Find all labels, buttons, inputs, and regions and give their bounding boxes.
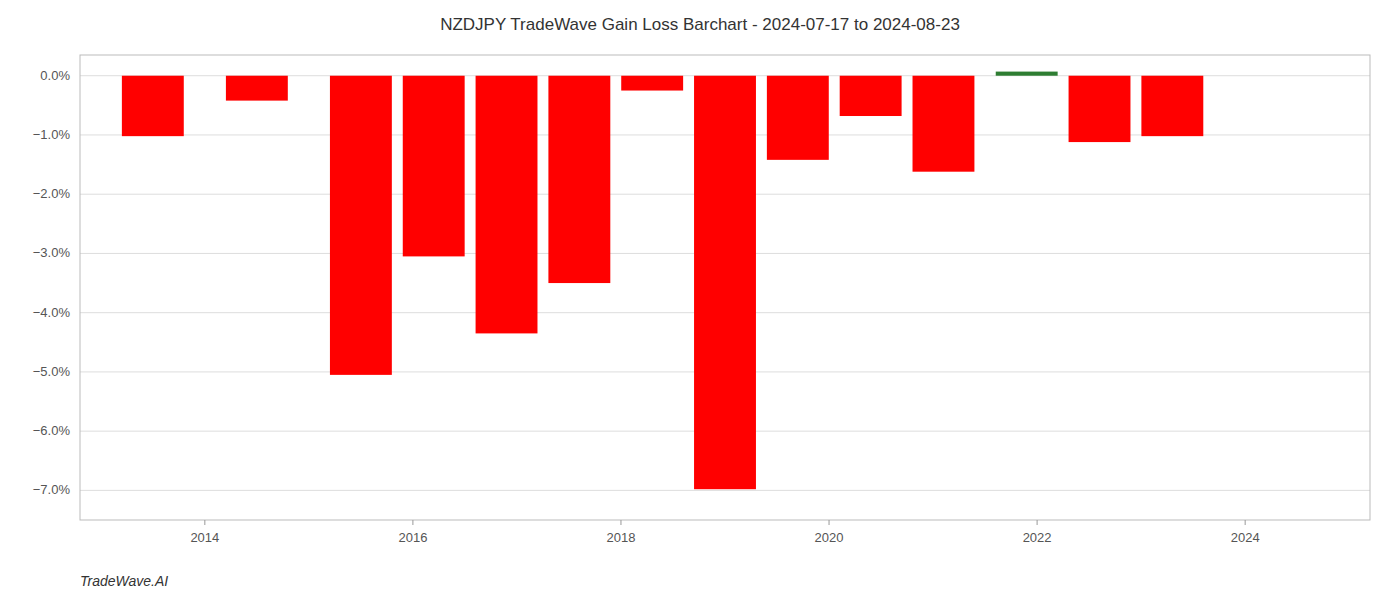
x-tick (204, 520, 205, 525)
bar (330, 76, 392, 375)
bar (548, 76, 610, 283)
y-tick-label: −3.0% (33, 245, 71, 260)
bar (403, 76, 465, 257)
y-tick-labels: 0.0% −1.0% −2.0% −3.0% −4.0% −5.0% −6.0% −7.0% (33, 68, 71, 498)
bars (122, 72, 1203, 490)
x-tick (412, 520, 413, 525)
x-tick-label: 2024 (1231, 530, 1260, 545)
x-tick (1037, 520, 1038, 525)
chart-container: NZDJPY TradeWave Gain Loss Barchart - 20… (0, 0, 1400, 600)
y-tick-label: −7.0% (33, 482, 71, 497)
y-grid (80, 76, 1370, 491)
x-axis: 2014 2016 2018 2020 2022 2024 (190, 520, 1259, 545)
y-tick-label: 0.0% (40, 68, 70, 83)
y-tick-label: −5.0% (33, 364, 71, 379)
y-tick-label: −1.0% (33, 127, 71, 142)
x-tick (620, 520, 621, 525)
x-tick (1245, 520, 1246, 525)
bar (476, 76, 538, 334)
x-tick-label: 2020 (815, 530, 844, 545)
plot-frame (80, 55, 1370, 520)
background (0, 0, 1400, 600)
y-tick-label: −2.0% (33, 186, 71, 201)
grid-line (80, 490, 1370, 491)
x-tick-label: 2016 (398, 530, 427, 545)
bar (840, 76, 902, 116)
y-tick-label: −4.0% (33, 305, 71, 320)
bar (996, 72, 1058, 76)
x-tick (829, 520, 830, 525)
footer-annotation: TradeWave.AI (80, 573, 168, 589)
bar (226, 76, 288, 101)
bar (913, 76, 975, 172)
bar (767, 76, 829, 160)
chart-svg: NZDJPY TradeWave Gain Loss Barchart - 20… (0, 0, 1400, 600)
y-tick-label: −6.0% (33, 423, 71, 438)
x-tick-label: 2018 (607, 530, 636, 545)
bar (694, 76, 756, 489)
bar (621, 76, 683, 91)
bar (122, 76, 184, 136)
bar (1069, 76, 1131, 142)
x-tick-label: 2014 (190, 530, 219, 545)
bar (1141, 76, 1203, 136)
chart-title: NZDJPY TradeWave Gain Loss Barchart - 20… (440, 15, 960, 34)
x-tick-label: 2022 (1023, 530, 1052, 545)
